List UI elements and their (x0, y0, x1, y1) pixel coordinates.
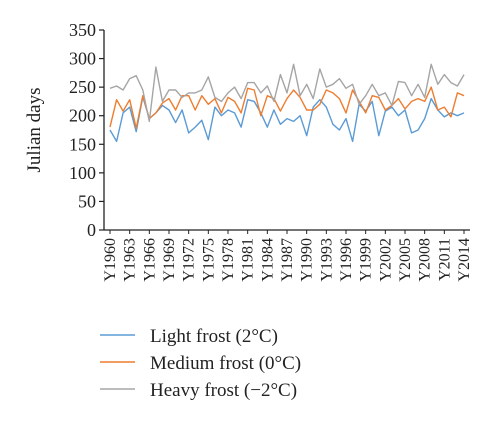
x-tick-label: Y1996 (338, 238, 355, 282)
legend-label-0: Light frost (2°C) (150, 326, 278, 347)
x-tick-label: Y1993 (318, 238, 335, 282)
y-axis-ticks: 0 50 100 150 200 250 300 350 (69, 20, 104, 240)
x-tick-label: Y1969 (161, 238, 178, 282)
legend: Light frost (2°C) Medium frost (0°C) Heavy… (100, 326, 301, 401)
y-tick-label: 250 (69, 77, 96, 97)
series-line-0 (109, 96, 465, 143)
x-tick-label: Y1960 (102, 238, 119, 282)
x-tick-label: Y1984 (259, 238, 276, 282)
x-tick-label: Y1987 (279, 238, 296, 282)
x-tick-label: Y2014 (456, 238, 473, 282)
y-tick-label: 150 (69, 134, 96, 154)
y-tick-label: 0 (87, 220, 96, 240)
x-tick-label: Y1963 (122, 238, 139, 282)
x-tick-label: Y2005 (397, 238, 414, 282)
x-tick-label: Y1981 (240, 238, 257, 282)
x-tick-label: Y1966 (141, 238, 158, 282)
legend-label-1: Medium frost (0°C) (150, 353, 301, 374)
series-line-1 (109, 86, 465, 130)
x-tick-label: Y1975 (200, 238, 217, 282)
y-tick-label: 100 (69, 163, 96, 183)
y-tick-label: 50 (78, 191, 96, 211)
x-tick-label: Y2011 (436, 238, 453, 281)
x-tick-label: Y1990 (299, 238, 316, 282)
x-tick-label: Y2008 (417, 238, 434, 282)
y-axis-label: Julian days (24, 88, 45, 173)
y-tick-label: 300 (69, 49, 96, 69)
y-tick-label: 350 (69, 20, 96, 40)
series-lines (109, 63, 465, 143)
legend-label-2: Heavy frost (−2°C) (150, 380, 297, 401)
series-line-2 (109, 63, 465, 123)
x-tick-label: Y2002 (377, 238, 394, 282)
y-tick-label: 200 (69, 106, 96, 126)
x-tick-label: Y1999 (358, 238, 375, 282)
x-axis-ticks: Y1960 Y1963 Y1966 Y1969 Y1972 Y1975 Y1978 Y1981… (102, 230, 473, 282)
x-tick-label: Y1978 (220, 238, 237, 282)
x-tick-label: Y1972 (181, 238, 198, 282)
